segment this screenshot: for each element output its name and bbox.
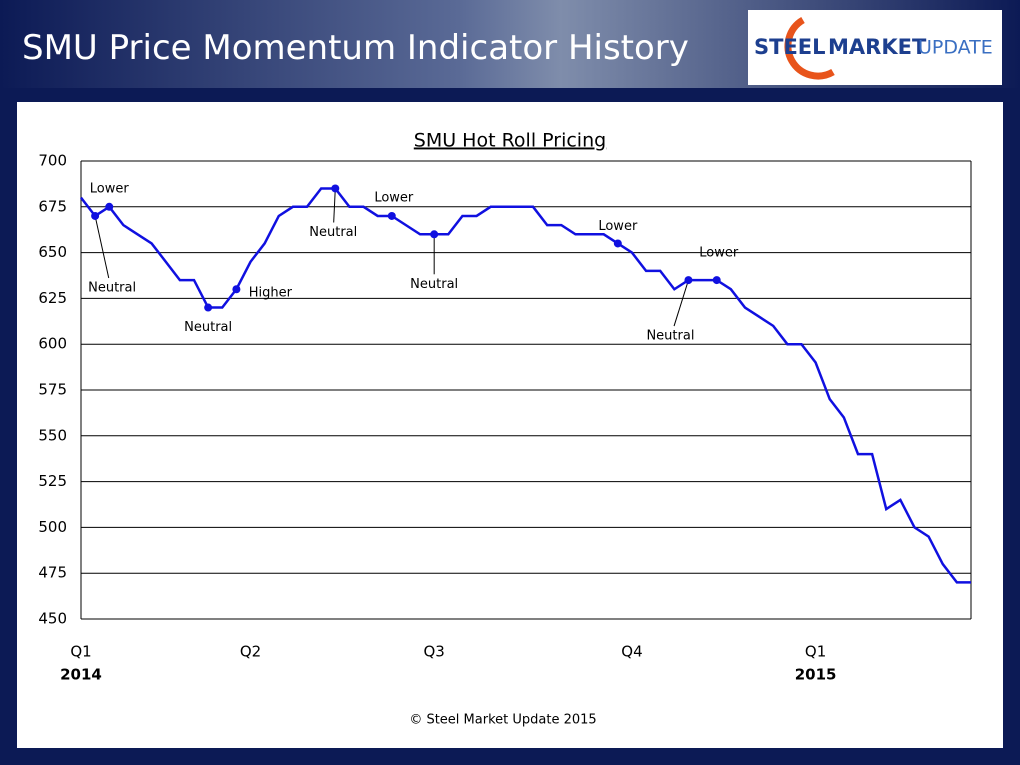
leader-line — [333, 188, 336, 223]
y-tick-label: 550 — [38, 426, 67, 444]
y-tick-label: 625 — [38, 289, 67, 307]
indicator-dot — [91, 211, 100, 220]
indicator-dot — [712, 276, 721, 285]
logo-word: STEEL — [754, 35, 826, 59]
annotation-label: Neutral — [184, 320, 232, 335]
y-tick-label: 600 — [38, 335, 67, 353]
indicator-dot — [204, 303, 213, 312]
annotation-label: Lower — [90, 181, 130, 196]
annotation-label: Neutral — [88, 280, 136, 295]
y-tick-label: 500 — [38, 518, 67, 536]
indicator-dot — [684, 276, 693, 285]
chart-title: SMU Hot Roll Pricing — [414, 130, 606, 152]
annotation-label: Lower — [699, 246, 739, 261]
price-line — [80, 187, 971, 584]
logo-word: MARKET — [828, 35, 927, 59]
indicator-dot — [613, 239, 622, 248]
y-tick-label: 700 — [38, 152, 67, 170]
annotation-label: Lower — [598, 219, 638, 234]
x-tick-label: Q3 — [423, 643, 444, 661]
y-tick-label: 475 — [38, 564, 67, 582]
x-tick-label: Q1 — [70, 643, 91, 661]
indicator-dot — [331, 184, 340, 193]
source-note: © Steel Market Update 2015 — [409, 713, 596, 728]
y-tick-label: 675 — [38, 197, 67, 215]
indicator-dot — [430, 230, 439, 239]
chart-panel — [17, 102, 1003, 748]
leader-line — [673, 279, 689, 327]
x-year-label: 2014 — [60, 666, 102, 684]
x-tick-label: Q1 — [805, 643, 826, 661]
y-tick-label: 525 — [38, 472, 67, 490]
annotation-label: Higher — [249, 286, 293, 301]
logo-word: UPDATE — [918, 37, 993, 59]
logo-swoosh — [784, 16, 835, 80]
annotation-label: Neutral — [309, 225, 357, 240]
x-year-label: 2015 — [795, 666, 837, 684]
logo-graphic: STEEL MARKET UPDATE — [754, 16, 993, 80]
indicator-dot — [105, 202, 114, 211]
leader-line — [94, 215, 110, 279]
annotation-label: Neutral — [646, 329, 694, 344]
y-tick-label: 650 — [38, 243, 67, 261]
annotation-label: Neutral — [410, 277, 458, 292]
y-tick-label: 450 — [38, 610, 67, 628]
x-tick-label: Q4 — [621, 643, 642, 661]
x-tick-label: Q2 — [240, 643, 261, 661]
indicator-dot — [387, 211, 396, 220]
y-tick-label: 575 — [38, 381, 67, 399]
annotation-label: Lower — [374, 190, 414, 205]
slide-title: SMU Price Momentum Indicator History — [22, 28, 689, 68]
logo: STEEL MARKET UPDATE — [748, 10, 1002, 85]
indicator-dot — [232, 285, 241, 294]
